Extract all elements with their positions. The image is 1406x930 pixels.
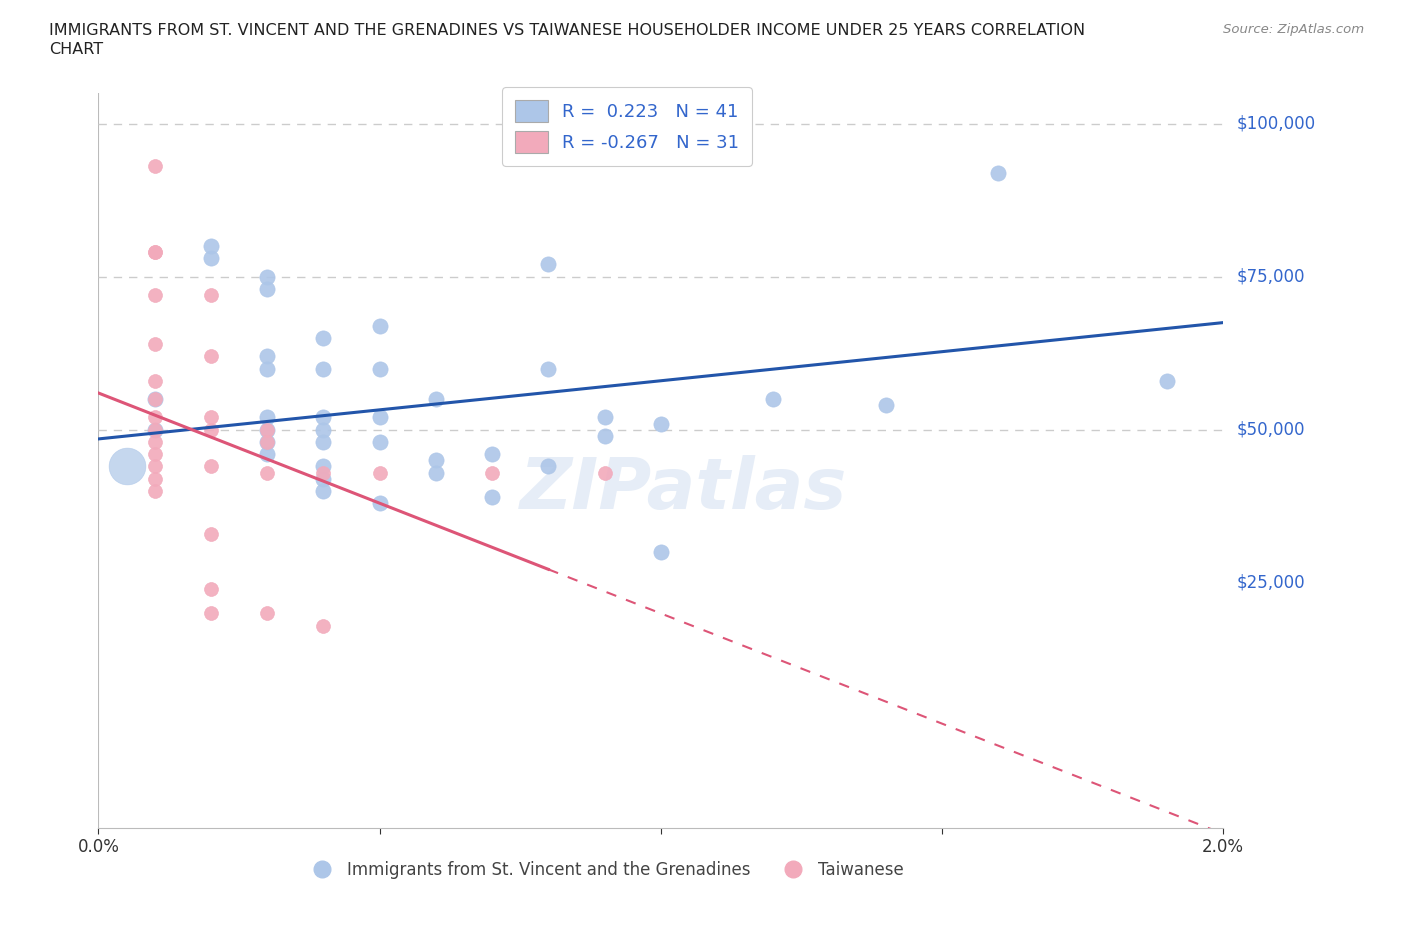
Point <box>143 422 166 437</box>
Point <box>256 606 278 621</box>
Point <box>200 239 222 254</box>
Text: ZIPatlas: ZIPatlas <box>520 456 846 525</box>
Point <box>368 465 391 480</box>
Point <box>256 349 278 364</box>
Point <box>312 459 335 474</box>
Point <box>256 446 278 461</box>
Point <box>256 422 278 437</box>
Point <box>200 581 222 596</box>
Point <box>762 392 785 406</box>
Point <box>312 465 335 480</box>
Point <box>143 159 166 174</box>
Point <box>143 434 166 449</box>
Text: $75,000: $75,000 <box>1237 268 1306 286</box>
Point <box>481 489 503 504</box>
Text: $25,000: $25,000 <box>1237 574 1306 591</box>
Point <box>143 422 166 437</box>
Point <box>312 434 335 449</box>
Point <box>256 270 278 285</box>
Point <box>256 422 278 437</box>
Point <box>368 361 391 376</box>
Text: IMMIGRANTS FROM ST. VINCENT AND THE GRENADINES VS TAIWANESE HOUSEHOLDER INCOME U: IMMIGRANTS FROM ST. VINCENT AND THE GREN… <box>49 23 1085 38</box>
Point <box>425 465 447 480</box>
Point <box>115 459 138 474</box>
Point <box>200 410 222 425</box>
Point <box>425 453 447 468</box>
Point <box>481 446 503 461</box>
Point <box>143 337 166 352</box>
Point <box>537 459 560 474</box>
Point <box>200 459 222 474</box>
Point <box>650 417 672 432</box>
Point <box>650 545 672 560</box>
Point <box>256 282 278 297</box>
Point <box>200 526 222 541</box>
Text: Source: ZipAtlas.com: Source: ZipAtlas.com <box>1223 23 1364 36</box>
Point <box>256 410 278 425</box>
Point <box>312 410 335 425</box>
Point <box>143 446 166 461</box>
Point <box>875 398 897 413</box>
Point <box>593 429 616 444</box>
Point <box>200 422 222 437</box>
Point <box>312 361 335 376</box>
Point <box>143 410 166 425</box>
Point <box>256 361 278 376</box>
Point <box>256 434 278 449</box>
Point <box>1156 373 1178 388</box>
Point <box>143 472 166 486</box>
Point <box>143 392 166 406</box>
Point <box>143 484 166 498</box>
Point <box>312 330 335 345</box>
Point <box>368 318 391 333</box>
Text: CHART: CHART <box>49 42 103 57</box>
Point <box>312 618 335 633</box>
Legend: Immigrants from St. Vincent and the Grenadines, Taiwanese: Immigrants from St. Vincent and the Gren… <box>299 854 910 885</box>
Point <box>143 392 166 406</box>
Point <box>368 410 391 425</box>
Text: $50,000: $50,000 <box>1237 420 1306 439</box>
Point <box>593 410 616 425</box>
Point <box>312 484 335 498</box>
Point <box>143 373 166 388</box>
Point <box>987 166 1010 180</box>
Point <box>593 465 616 480</box>
Point <box>143 287 166 302</box>
Point <box>312 472 335 486</box>
Point <box>143 245 166 259</box>
Point <box>537 361 560 376</box>
Point <box>256 434 278 449</box>
Point <box>200 349 222 364</box>
Point <box>368 434 391 449</box>
Point <box>143 245 166 259</box>
Point <box>143 459 166 474</box>
Point <box>537 257 560 272</box>
Point <box>200 287 222 302</box>
Text: $100,000: $100,000 <box>1237 114 1316 133</box>
Point <box>481 465 503 480</box>
Point <box>200 251 222 266</box>
Point <box>312 422 335 437</box>
Point <box>425 392 447 406</box>
Point <box>256 465 278 480</box>
Point <box>368 496 391 511</box>
Point <box>200 606 222 621</box>
